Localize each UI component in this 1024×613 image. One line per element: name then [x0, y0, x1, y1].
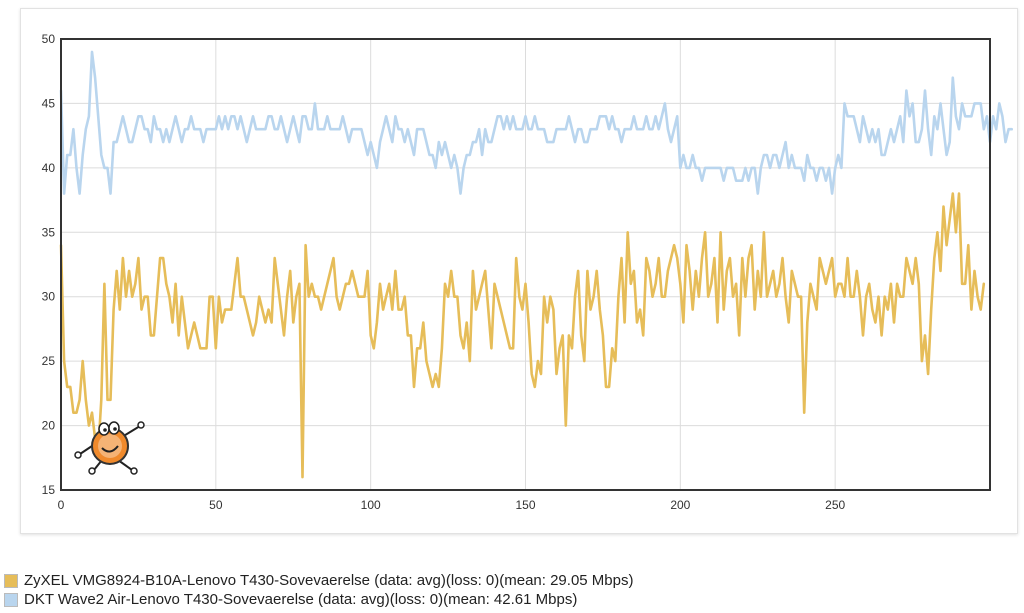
- legend-item-zyxel[interactable]: ZyXEL VMG8924-B10A-Lenovo T430-Sovevaere…: [4, 571, 633, 590]
- y-tick-label: 25: [42, 354, 56, 368]
- legend-item-dkt[interactable]: DKT Wave2 Air-Lenovo T430-Sovevaerelse (…: [4, 590, 633, 609]
- legend-label-zyxel: ZyXEL VMG8924-B10A-Lenovo T430-Sovevaere…: [24, 572, 634, 589]
- y-tick-label: 50: [42, 32, 56, 46]
- series-lines: [59, 50, 1014, 479]
- x-tick-label: 150: [515, 498, 535, 512]
- series-line-zyxel: [59, 192, 986, 479]
- y-tick-label: 40: [42, 161, 56, 175]
- x-tick-label: 100: [361, 498, 381, 512]
- x-tick-label: 50: [209, 498, 223, 512]
- x-tick-label: 0: [58, 498, 65, 512]
- x-tick-label: 250: [825, 498, 845, 512]
- plot-frame: [60, 38, 991, 491]
- cartoon-mascot-icon: [70, 412, 150, 487]
- grid-lines: [61, 38, 990, 491]
- series-line-dkt: [59, 50, 1014, 195]
- chart-panel: [20, 8, 1018, 534]
- axis-ticks: 15 20 25 30 35 40 45 50 0 50 100 150 200 250: [42, 32, 846, 512]
- y-tick-label: 30: [42, 290, 56, 304]
- line-chart: 15 20 25 30 35 40 45 50 0 50 100 150 200 250: [42, 32, 1014, 512]
- legend-swatch-zyxel: [4, 573, 18, 588]
- chart-legend: ZyXEL VMG8924-B10A-Lenovo T430-Sovevaere…: [4, 571, 633, 609]
- legend-swatch-dkt: [4, 592, 18, 607]
- y-tick-label: 20: [42, 419, 56, 433]
- y-tick-label: 35: [42, 225, 56, 239]
- x-tick-label: 200: [670, 498, 690, 512]
- y-tick-label: 15: [42, 483, 56, 497]
- legend-label-dkt: DKT Wave2 Air-Lenovo T430-Sovevaerelse (…: [24, 591, 578, 608]
- y-tick-label: 45: [42, 96, 56, 110]
